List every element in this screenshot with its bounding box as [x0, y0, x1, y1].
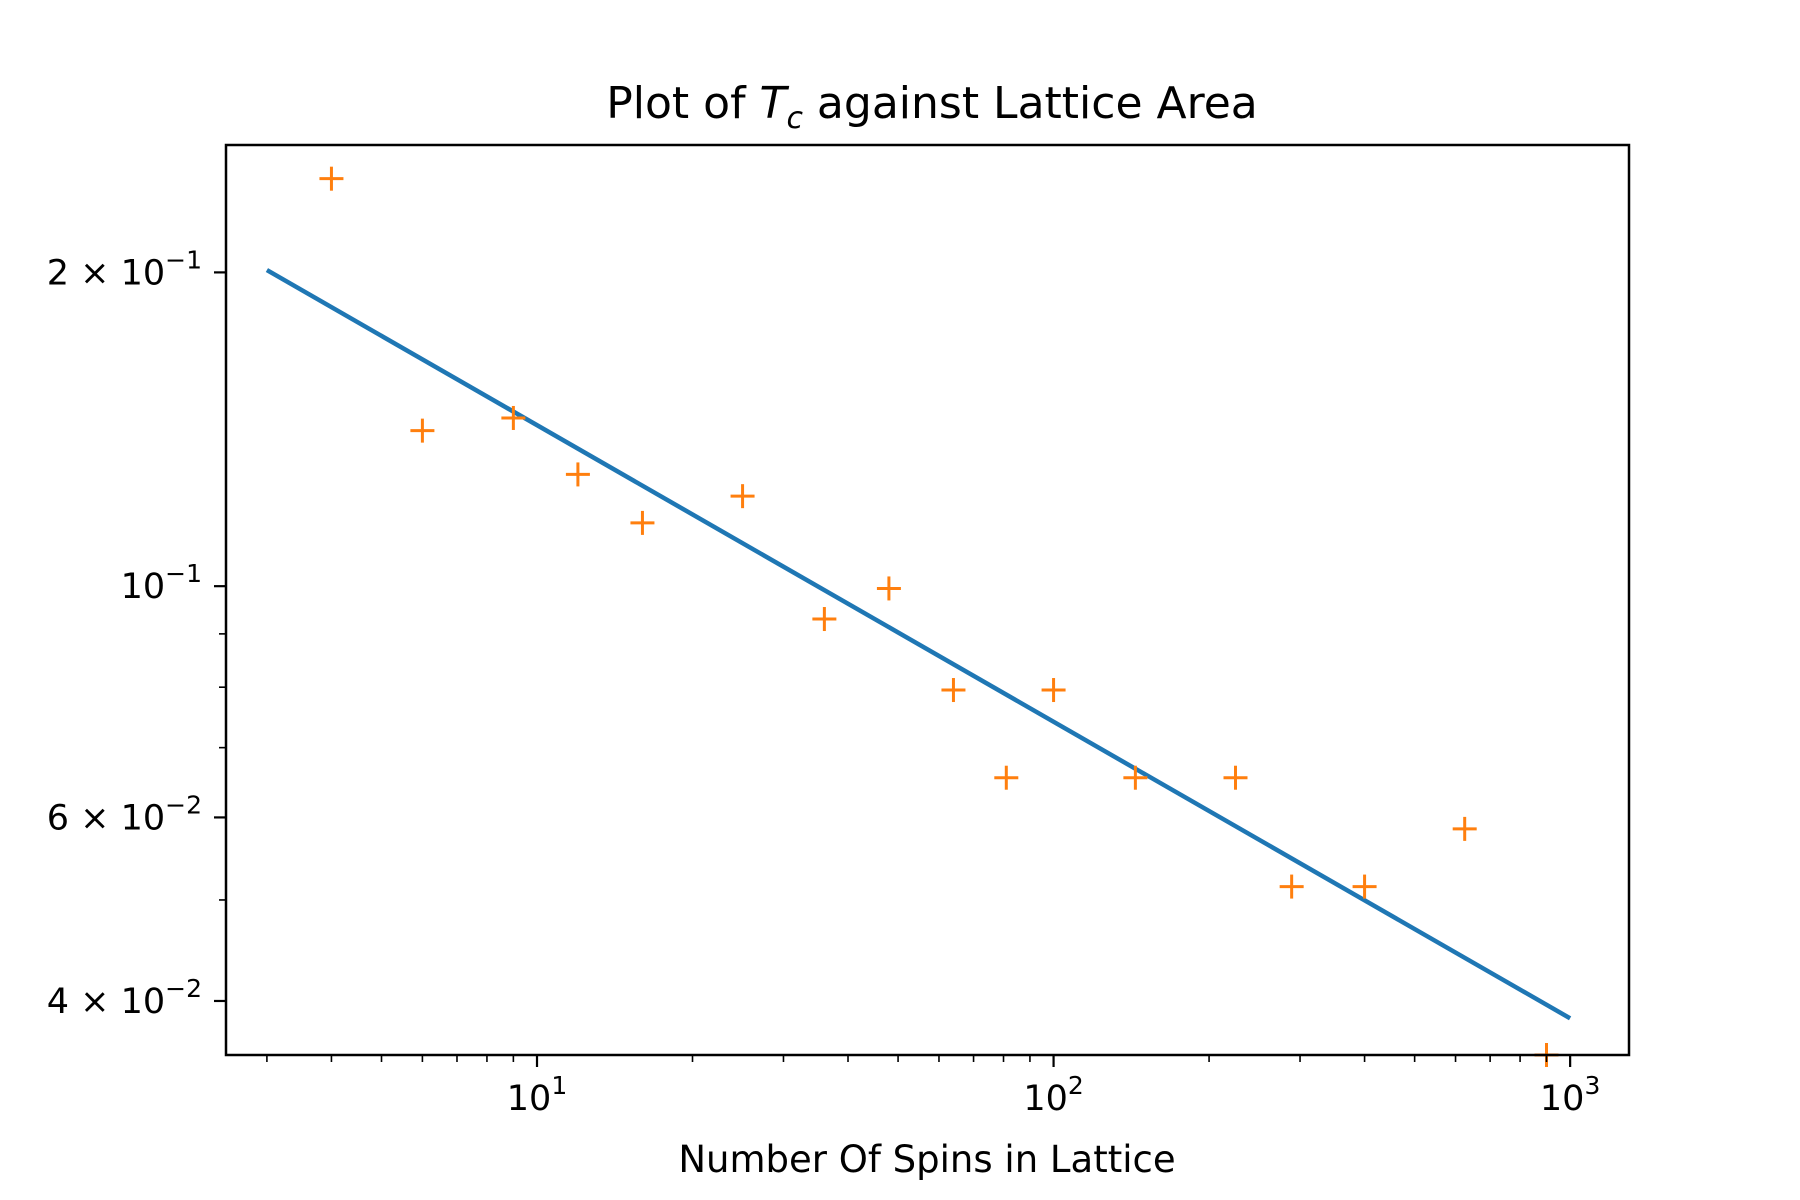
- data-point: [565, 462, 590, 487]
- data-point: [730, 484, 755, 509]
- data-point: [1279, 874, 1304, 899]
- y-tick-label: 10−1: [121, 559, 202, 607]
- data-point: [630, 510, 655, 535]
- data-point: [812, 607, 837, 632]
- data-point: [1223, 765, 1248, 790]
- x-tick-label: 102: [1023, 1071, 1083, 1119]
- x-axis-label: Number Of Spins in Lattice: [678, 1138, 1175, 1181]
- y-tick-label: 4 × 10−2: [47, 974, 202, 1022]
- x-tick-label: 101: [507, 1071, 567, 1119]
- data-point: [410, 418, 435, 443]
- data-point: [1123, 765, 1148, 790]
- fit-line: [265, 268, 1572, 1021]
- data-point: [1452, 816, 1477, 841]
- data-point: [994, 765, 1019, 790]
- chart-title: Plot of Tc against Lattice Area: [606, 78, 1258, 136]
- y-tick-label: 2 × 10−1: [47, 245, 202, 293]
- y-tick-label: 6 × 10−2: [47, 790, 202, 838]
- data-point: [501, 405, 526, 430]
- plot-frame: [224, 143, 1631, 1057]
- x-tick-label: 103: [1540, 1071, 1600, 1119]
- data-point: [876, 576, 901, 601]
- data-point: [1041, 678, 1066, 703]
- axis-ticks: 101 102 103 2 × 10−1 10−1 6 × 10−2 4 × 10−2: [47, 245, 1601, 1119]
- plot-area: [265, 166, 1572, 1067]
- data-point: [1352, 874, 1377, 899]
- data-point: [941, 678, 966, 703]
- data-point: [319, 166, 344, 191]
